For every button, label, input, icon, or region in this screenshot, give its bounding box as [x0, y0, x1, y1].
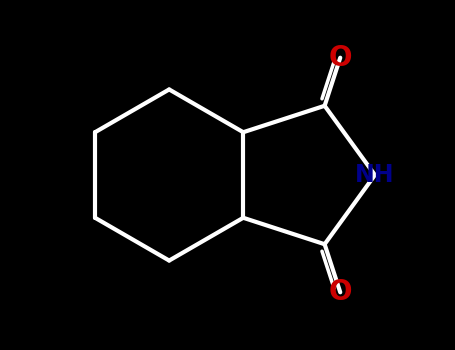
Text: O: O: [329, 44, 352, 72]
Text: O: O: [329, 278, 352, 306]
Text: NH: NH: [355, 163, 394, 187]
